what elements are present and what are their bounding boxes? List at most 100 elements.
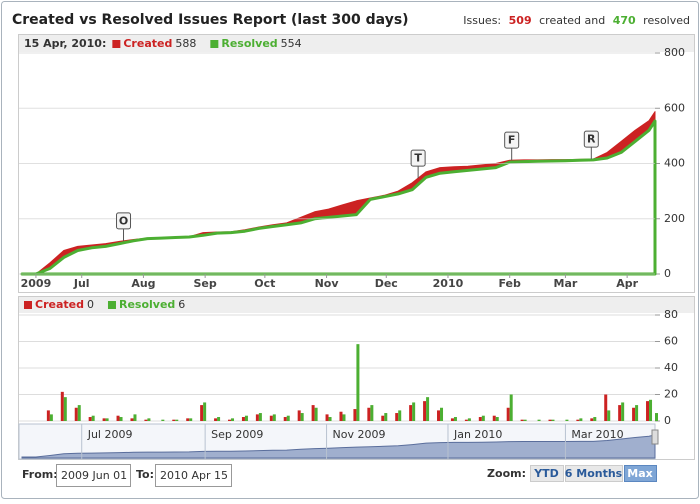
bar <box>116 415 120 421</box>
x-tick-label: Feb <box>498 277 521 290</box>
bar <box>286 415 290 421</box>
bar <box>495 417 499 421</box>
legend-value: 588 <box>175 37 196 50</box>
bar <box>214 418 218 421</box>
bar <box>200 405 204 421</box>
bar <box>604 394 608 421</box>
bar <box>453 417 457 421</box>
bar <box>579 418 583 421</box>
bar <box>437 410 441 421</box>
y-tick-label: 0 <box>664 267 671 280</box>
legend-name: Resolved <box>119 298 175 311</box>
bar <box>520 419 524 421</box>
bar <box>46 410 50 421</box>
bar <box>49 414 53 421</box>
bar <box>412 402 416 421</box>
legend-swatch <box>107 301 116 309</box>
bar <box>655 413 658 421</box>
from-label: From: <box>22 468 58 481</box>
x-tick-label: Mar <box>554 277 578 290</box>
flag-label: O <box>119 214 128 227</box>
legend-value: 0 <box>87 298 94 311</box>
bar <box>548 419 552 421</box>
to-label: To: <box>136 468 154 481</box>
x-tick-label: Apr <box>616 277 638 290</box>
bar <box>492 415 496 421</box>
flag[interactable] <box>410 149 426 167</box>
bar <box>258 413 262 421</box>
bar <box>356 344 360 421</box>
flag-label: T <box>414 152 422 165</box>
bar <box>74 407 78 421</box>
legend-bar <box>19 35 694 52</box>
bar <box>91 415 95 421</box>
y-tick-label: 20 <box>664 388 678 401</box>
bar <box>506 407 510 421</box>
x-tick-label: Jul <box>73 277 90 290</box>
zoom-button-label: 6 Months <box>565 467 623 480</box>
zoom-button[interactable] <box>624 465 657 482</box>
bar <box>450 418 454 421</box>
legend-name: Resolved <box>221 37 277 50</box>
y-tick-label: 800 <box>664 46 685 59</box>
bar <box>409 405 413 421</box>
legend-value: 554 <box>281 37 302 50</box>
y-tick-label: 0 <box>664 414 671 427</box>
flag[interactable] <box>504 131 520 149</box>
bar <box>395 413 399 421</box>
x-tick-label: Nov <box>315 277 340 290</box>
flag-label: F <box>508 134 516 147</box>
x-tick-label: 2009 <box>21 277 52 290</box>
y-tick-label: 80 <box>664 308 678 321</box>
bar <box>328 417 332 421</box>
flag[interactable] <box>116 212 132 230</box>
bar <box>593 417 597 421</box>
summary-resolved: 470 <box>613 14 636 27</box>
legend-swatch <box>24 301 32 309</box>
x-tick-label: 2010 <box>433 277 464 290</box>
zoom-button[interactable] <box>565 465 623 482</box>
bar <box>478 417 482 421</box>
bar <box>119 417 123 421</box>
bar <box>537 419 541 421</box>
legend-name: Created <box>35 298 84 311</box>
navigator-handle[interactable] <box>651 429 659 445</box>
summary-label: Issues: <box>463 14 501 27</box>
bar <box>325 414 329 421</box>
zoom-label: Zoom: <box>487 467 526 480</box>
bar <box>88 417 92 421</box>
bar <box>147 418 151 421</box>
resolved-area <box>20 119 657 276</box>
report-title: Created vs Resolved Issues Report (last … <box>12 12 409 28</box>
bar <box>649 399 653 421</box>
legend-swatch <box>112 40 121 48</box>
y-tick-label: 200 <box>664 212 685 225</box>
x-tick-label: Aug <box>131 277 155 290</box>
legend-value: 6 <box>178 298 185 311</box>
bar <box>311 405 315 421</box>
bar <box>161 419 165 421</box>
bar <box>576 419 580 421</box>
bar <box>77 405 81 421</box>
bar <box>231 418 235 421</box>
zoom-button[interactable] <box>530 465 564 482</box>
y-tick-label: 600 <box>664 101 685 114</box>
bar <box>189 418 193 421</box>
from-input[interactable] <box>56 464 131 487</box>
navigator-area <box>21 434 656 459</box>
x-tick-label: Dec <box>375 277 398 290</box>
bar <box>283 417 287 421</box>
bar <box>297 410 301 421</box>
bar <box>621 402 625 421</box>
bar <box>105 418 109 421</box>
to-input[interactable] <box>155 464 232 487</box>
bar <box>632 407 636 421</box>
bar <box>102 418 106 421</box>
bar <box>269 415 273 421</box>
bar <box>370 405 374 421</box>
navigator-label: Jul 2009 <box>87 428 133 441</box>
flag[interactable] <box>583 130 599 148</box>
to-value: 2010 Apr 15 <box>160 469 228 482</box>
